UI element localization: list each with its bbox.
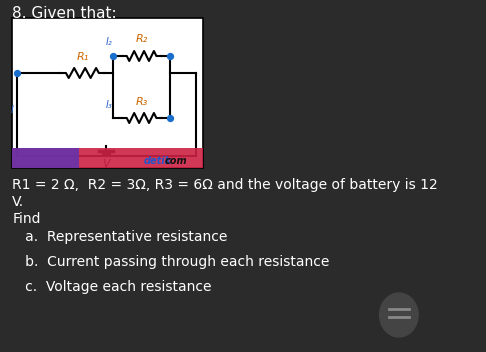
Text: R₂: R₂ [136,34,148,44]
Text: R₃: R₃ [136,97,148,107]
Text: b.  Current passing through each resistance: b. Current passing through each resistan… [12,255,330,269]
FancyBboxPatch shape [12,148,203,168]
Text: V.: V. [12,195,24,209]
FancyBboxPatch shape [12,148,79,168]
Text: R1 = 2 Ω,  R2 = 3Ω, R3 = 6Ω and the voltage of battery is 12: R1 = 2 Ω, R2 = 3Ω, R3 = 6Ω and the volta… [12,178,438,192]
FancyBboxPatch shape [12,18,203,168]
Text: V: V [102,159,110,169]
Text: R₁: R₁ [76,52,88,62]
Text: com: com [165,156,188,166]
Text: c.  Voltage each resistance: c. Voltage each resistance [12,280,212,294]
Text: I: I [11,105,14,115]
Point [166,115,174,121]
Text: I₃: I₃ [105,100,112,110]
Text: Find: Find [12,212,41,226]
Point [109,53,117,59]
Circle shape [380,293,418,337]
Point [166,53,174,59]
Text: a.  Representative resistance: a. Representative resistance [12,230,227,244]
Text: 8. Given that:: 8. Given that: [12,6,117,21]
Text: detik: detik [144,156,172,166]
Point [13,70,20,76]
Text: I₂: I₂ [105,37,112,47]
